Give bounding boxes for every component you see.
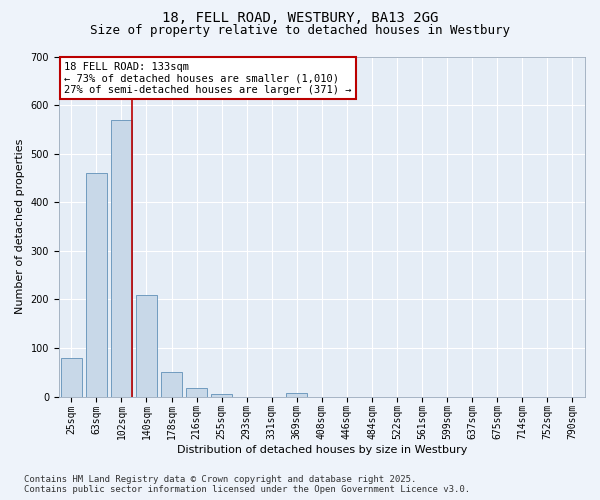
- Text: Size of property relative to detached houses in Westbury: Size of property relative to detached ho…: [90, 24, 510, 37]
- Bar: [136, 294, 157, 396]
- Bar: [286, 393, 307, 396]
- Text: 18 FELL ROAD: 133sqm
← 73% of detached houses are smaller (1,010)
27% of semi-de: 18 FELL ROAD: 133sqm ← 73% of detached h…: [64, 62, 352, 95]
- Bar: [186, 388, 207, 396]
- Text: 18, FELL ROAD, WESTBURY, BA13 2GG: 18, FELL ROAD, WESTBURY, BA13 2GG: [162, 11, 438, 25]
- Bar: [111, 120, 132, 396]
- Bar: [161, 372, 182, 396]
- Bar: [211, 394, 232, 396]
- Bar: [61, 358, 82, 397]
- Text: Contains HM Land Registry data © Crown copyright and database right 2025.
Contai: Contains HM Land Registry data © Crown c…: [24, 474, 470, 494]
- X-axis label: Distribution of detached houses by size in Westbury: Distribution of detached houses by size …: [177, 445, 467, 455]
- Y-axis label: Number of detached properties: Number of detached properties: [15, 139, 25, 314]
- Bar: [86, 173, 107, 396]
